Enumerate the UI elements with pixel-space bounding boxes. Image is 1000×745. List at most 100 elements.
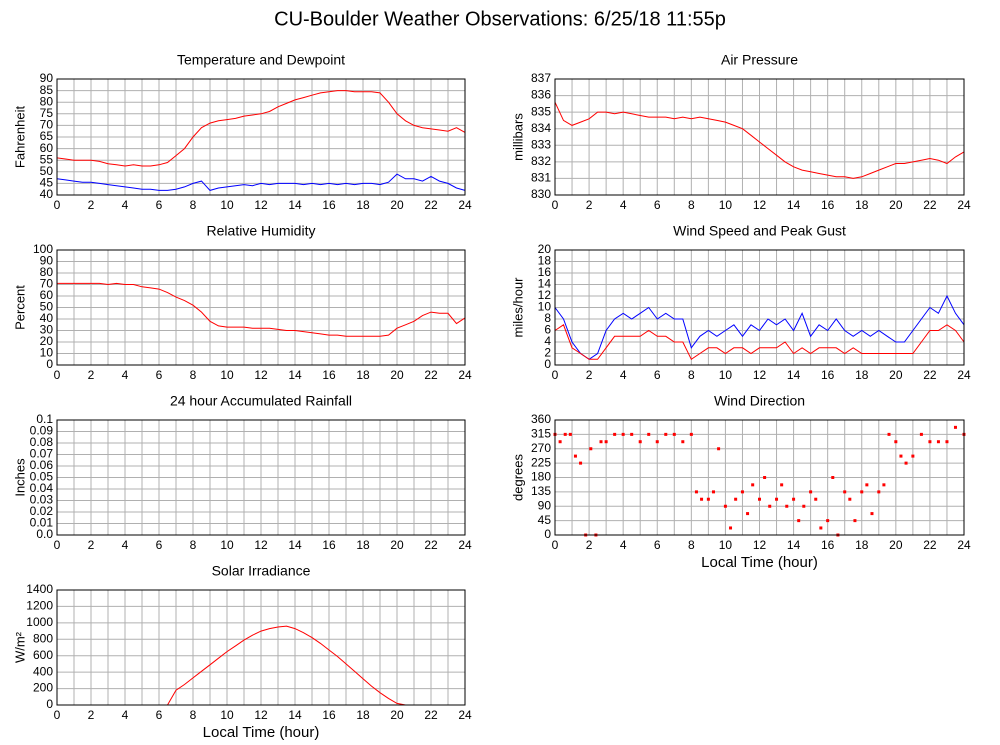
data-point (723, 504, 727, 508)
data-point (768, 504, 772, 508)
y-tick-label: 12 (538, 288, 552, 302)
chart-title: Solar Irradiance (212, 563, 311, 579)
data-point (785, 504, 789, 508)
y-tick-label: 55 (40, 152, 54, 166)
y-tick-label: 40 (40, 311, 54, 325)
data-point (604, 440, 608, 444)
data-point (579, 461, 583, 465)
y-tick-label: 270 (531, 441, 551, 455)
y-axis-label: Fahrenheit (12, 106, 27, 169)
data-point (647, 432, 651, 436)
data-point (870, 512, 874, 516)
y-tick-label: 2 (544, 346, 551, 360)
x-tick-label: 2 (88, 538, 95, 552)
y-tick-label: 20 (538, 242, 552, 256)
x-tick-label: 0 (552, 368, 559, 382)
y-tick-label: 835 (531, 104, 551, 118)
data-line (554, 101, 965, 179)
x-tick-label: 12 (753, 368, 767, 382)
x-tick-label: 6 (156, 198, 163, 212)
x-tick-label: 22 (424, 198, 438, 212)
data-point (882, 483, 886, 487)
data-point (911, 454, 915, 458)
x-tick-label: 22 (424, 708, 438, 722)
x-tick-label: 14 (787, 368, 801, 382)
y-tick-label: 50 (40, 164, 54, 178)
x-tick-label: 16 (821, 368, 835, 382)
x-tick-label: 4 (122, 368, 129, 382)
x-tick-label: 22 (424, 368, 438, 382)
y-tick-label: 0.01 (30, 516, 54, 530)
y-tick-label: 85 (40, 83, 54, 97)
y-tick-label: 60 (40, 288, 54, 302)
x-tick-label: 10 (220, 708, 234, 722)
x-tick-label: 18 (356, 708, 370, 722)
plot-frame (554, 78, 965, 196)
data-line (56, 90, 466, 167)
data-point (589, 447, 593, 451)
data-point (894, 440, 898, 444)
y-tick-label: 80 (40, 94, 54, 108)
x-tick-label: 14 (787, 198, 801, 212)
plot-frame (56, 249, 466, 366)
y-tick-label: 0.1 (36, 412, 53, 426)
x-tick-label: 10 (220, 198, 234, 212)
x-tick-label: 10 (220, 538, 234, 552)
data-line (554, 324, 965, 361)
data-point (694, 490, 698, 494)
y-axis-label: degrees (510, 454, 525, 501)
x-tick-label: 2 (88, 198, 95, 212)
y-tick-label: 0.03 (30, 493, 54, 507)
x-tick-label: 14 (288, 368, 302, 382)
data-point (729, 526, 733, 530)
x-tick-label: 8 (688, 368, 695, 382)
x-tick-label: 22 (923, 538, 937, 552)
x-tick-label: 20 (889, 538, 903, 552)
y-tick-label: 1000 (26, 615, 53, 629)
y-tick-label: 1400 (26, 582, 53, 596)
data-point (831, 476, 835, 479)
data-point (887, 432, 891, 436)
data-point (717, 447, 721, 451)
y-tick-label: 836 (531, 88, 551, 102)
x-tick-label: 8 (688, 538, 695, 552)
x-tick-label: 14 (288, 708, 302, 722)
x-tick-label: 20 (390, 198, 404, 212)
y-tick-label: 14 (538, 277, 552, 291)
data-line (56, 173, 466, 191)
chart-title: Relative Humidity (207, 223, 316, 239)
y-tick-label: 834 (531, 121, 551, 135)
x-tick-label: 0 (552, 198, 559, 212)
y-tick-label: 315 (531, 427, 551, 441)
data-point (802, 504, 806, 508)
y-axis-label: Inches (12, 458, 27, 497)
y-tick-label: 0 (544, 527, 551, 541)
y-tick-label: 90 (40, 254, 54, 268)
data-point (780, 483, 784, 487)
x-tick-label: 24 (957, 368, 971, 382)
data-point (953, 425, 957, 429)
y-tick-label: 225 (531, 455, 551, 469)
data-point (706, 497, 710, 501)
x-tick-label: 8 (688, 198, 695, 212)
data-point (655, 440, 659, 444)
x-tick-label: 8 (190, 198, 197, 212)
data-point (860, 490, 864, 494)
x-tick-label: 18 (356, 198, 370, 212)
y-tick-label: 20 (40, 334, 54, 348)
x-tick-label: 16 (322, 198, 336, 212)
y-tick-label: 830 (531, 187, 551, 201)
data-point (945, 440, 949, 444)
y-tick-label: 100 (33, 242, 53, 256)
data-point (621, 432, 625, 436)
y-tick-label: 90 (40, 71, 54, 85)
data-point (797, 519, 801, 523)
x-tick-label: 18 (855, 198, 869, 212)
x-tick-label: 6 (654, 198, 661, 212)
x-tick-label: 14 (787, 538, 801, 552)
x-tick-label: 12 (254, 198, 268, 212)
x-tick-label: 6 (654, 368, 661, 382)
x-tick-label: 4 (620, 198, 627, 212)
x-tick-label: 16 (821, 198, 835, 212)
x-tick-label: 0 (552, 538, 559, 552)
